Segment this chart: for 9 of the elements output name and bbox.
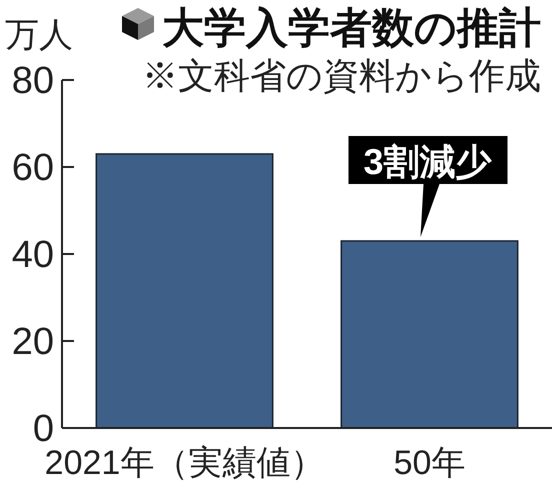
y-tick-label: 40	[12, 234, 54, 276]
y-tick-label: 60	[12, 147, 54, 189]
y-axis-title: 万人	[5, 16, 73, 54]
annotation: 3割減少	[363, 140, 493, 182]
chart-subtitle: ※文科省の資料から作成	[142, 56, 541, 96]
chart-title: 大学入学者数の推計	[162, 4, 541, 51]
x-tick-label: 50年	[394, 444, 466, 482]
y-tick-label: 80	[12, 60, 54, 102]
y-tick-label: 20	[12, 321, 54, 363]
